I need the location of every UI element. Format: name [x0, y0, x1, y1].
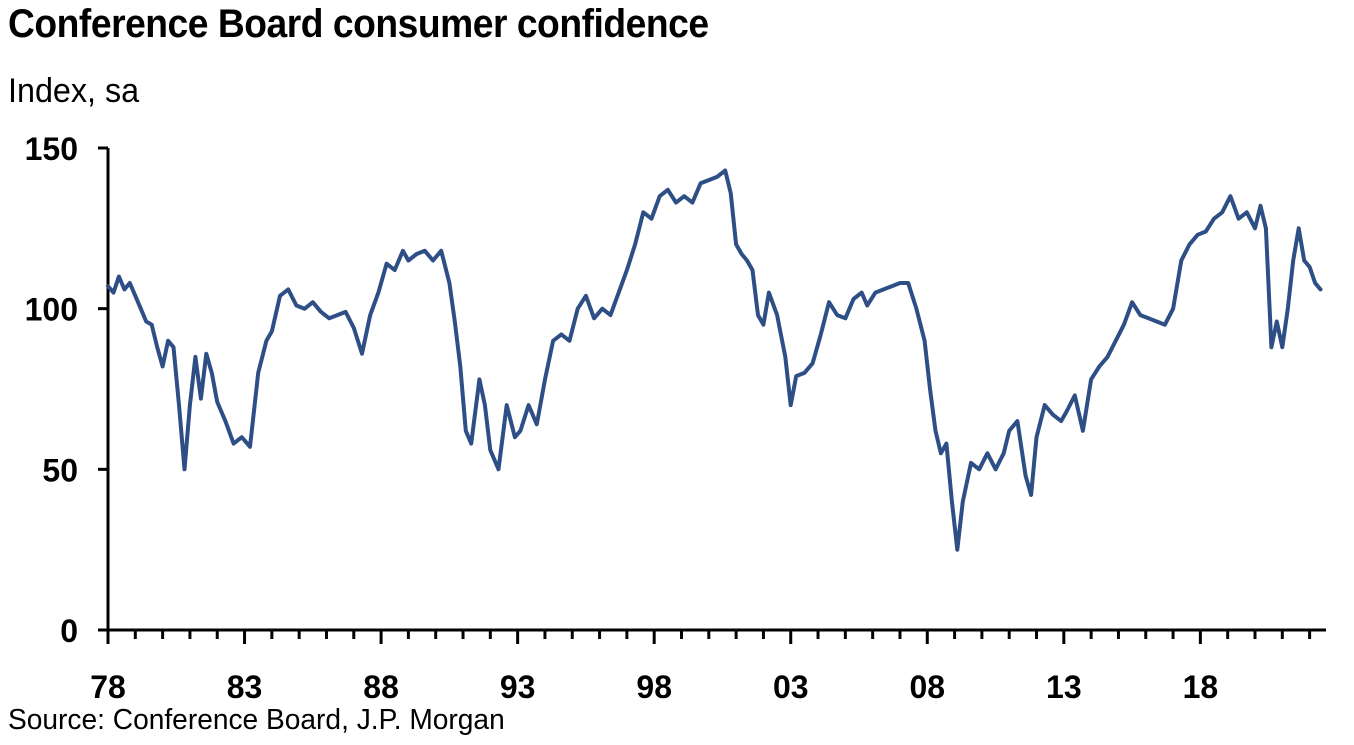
x-tick-label: 18 — [1183, 669, 1219, 700]
chart-subtitle: Index, sa — [8, 72, 140, 110]
series-group — [106, 168, 1323, 552]
chart-title: Conference Board consumer confidence — [8, 2, 709, 46]
x-tick-label: 13 — [1046, 669, 1082, 700]
y-tick-label: 50 — [42, 452, 78, 488]
x-tick-label: 03 — [773, 669, 809, 700]
source-note: Source: Conference Board, J.P. Morgan — [8, 704, 505, 736]
x-tick-label: 98 — [636, 669, 672, 700]
x-tick-label: 78 — [90, 669, 126, 700]
x-axis-ticks: 78 83 88 93 98 03 08 13 18 — [90, 630, 1312, 700]
series-line — [106, 168, 1323, 552]
x-tick-label: 83 — [227, 669, 263, 700]
x-tick-label: 93 — [500, 669, 536, 700]
x-tick-label: 88 — [363, 669, 399, 700]
y-axis-ticks: 0 50 100 150 — [25, 131, 108, 649]
y-tick-label: 150 — [25, 131, 78, 167]
x-tick-label: 08 — [909, 669, 945, 700]
y-tick-label: 100 — [25, 292, 78, 328]
line-chart: 0 50 100 150 78 83 88 93 98 03 08 13 18 — [25, 131, 1326, 700]
y-tick-label: 0 — [60, 613, 78, 649]
